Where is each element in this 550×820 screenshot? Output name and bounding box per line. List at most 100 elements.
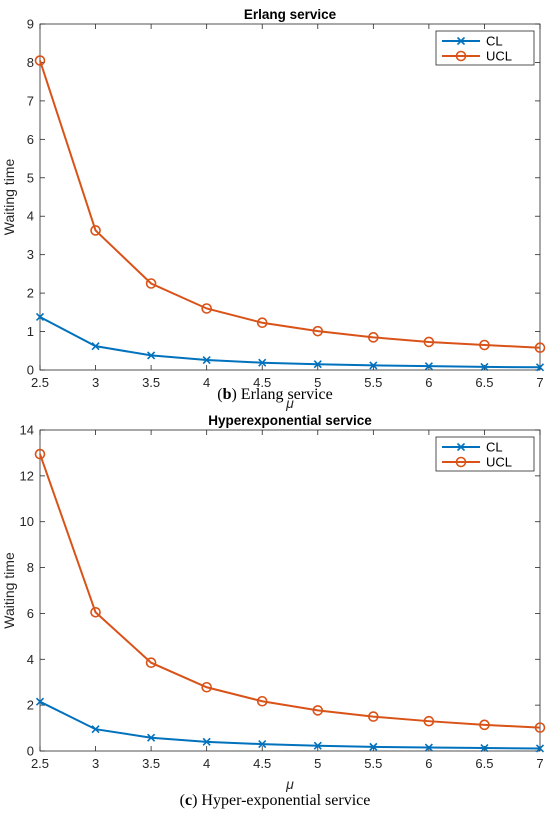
- chart-title: Hyperexponential service: [208, 413, 372, 428]
- y-tick-label: 7: [27, 93, 34, 108]
- marker-stroke: [424, 362, 433, 371]
- data-point-ucl: [201, 681, 212, 693]
- x-tick-label: 5.5: [364, 375, 382, 390]
- data-point-cl: [202, 355, 211, 365]
- data-point-ucl: [256, 317, 268, 329]
- legend-box: [435, 30, 535, 66]
- y-tick-label: 8: [27, 560, 34, 575]
- x-tick-label: 7: [536, 375, 543, 390]
- marker-stroke: [35, 312, 45, 322]
- x-tick-label: 5: [314, 756, 321, 771]
- marker-stroke: [313, 360, 322, 369]
- data-point-ucl: [368, 332, 379, 343]
- x-tick-label: 5: [314, 375, 321, 390]
- x-tick-label: 7: [536, 756, 543, 771]
- data-point-ucl: [534, 342, 546, 354]
- marker-stroke: [369, 742, 378, 751]
- marker-stroke: [369, 361, 378, 370]
- data-point-cl: [35, 312, 45, 322]
- data-point-ucl: [312, 705, 324, 716]
- data-point-ucl: [479, 339, 490, 351]
- data-point-ucl: [423, 336, 435, 348]
- x-tick-label: 4.5: [253, 375, 271, 390]
- x-tick-label: 6: [425, 756, 432, 771]
- marker-stroke: [535, 363, 545, 372]
- chart-title: Erlang service: [244, 7, 337, 22]
- data-point-ucl: [312, 325, 324, 337]
- legend-marker-cl: [456, 442, 466, 452]
- y-axis-label: Waiting time: [1, 159, 17, 236]
- marker-stroke: [202, 737, 211, 746]
- marker-stroke: [91, 725, 100, 734]
- x-tick-label: 2.5: [31, 375, 49, 390]
- y-tick-label: 2: [27, 286, 34, 301]
- data-point-cl: [258, 740, 267, 749]
- data-point-cl: [147, 733, 156, 742]
- x-tick-label: 6.5: [475, 375, 493, 390]
- data-point-cl: [535, 744, 545, 753]
- data-point-ucl: [90, 606, 101, 618]
- marker-stroke: [480, 743, 489, 753]
- data-point-ucl: [201, 303, 212, 314]
- legend-label-ucl: UCL: [486, 49, 512, 64]
- data-point-ucl: [423, 715, 435, 727]
- hyperexponential-chart-svg: 2.5 3 3.5 4 4.5 5 5.5 6 6.5 7 0 2 4 6 8 10 12 14 Hyperexpo…: [1, 413, 546, 792]
- data-point-cl: [369, 742, 378, 751]
- data-point-ucl: [145, 278, 157, 289]
- data-point-ucl: [145, 657, 157, 669]
- data-point-cl: [480, 362, 489, 371]
- y-tick-label: 6: [27, 132, 34, 147]
- y-tick-label: 1: [27, 324, 34, 339]
- data-point-cl: [202, 737, 211, 746]
- caption-text: Hyper-exponential service: [201, 792, 371, 809]
- series-line-cl: [39, 316, 541, 369]
- x-tick-label: 2.5: [31, 756, 49, 771]
- marker-stroke: [202, 355, 211, 365]
- chart-panel-erlang: 2.5 3 3.5 4 4.5 5 5.5 6 6.5 7 0 1 2 3 4 5 6 7 8 9 Erlang ser…: [1, 7, 546, 411]
- data-point-cl: [535, 363, 545, 372]
- plot-area: [39, 429, 541, 752]
- data-point-cl: [313, 741, 322, 750]
- y-tick-label: 5: [27, 170, 34, 185]
- data-point-ucl: [256, 695, 268, 707]
- series-line-ucl: [39, 453, 541, 729]
- data-point-cl: [91, 725, 100, 734]
- data-point-ucl: [368, 711, 379, 722]
- y-tick-label: 3: [27, 247, 34, 262]
- legend-marker-cl: [456, 36, 466, 46]
- chart-panel-hyperexponential: 2.5 3 3.5 4 4.5 5 5.5 6 6.5 7 0 2 4 6 8 10 12 14 Hyperexpo…: [0, 412, 550, 820]
- x-tick-label: 3: [92, 375, 99, 390]
- y-tick-label: 2: [27, 698, 34, 713]
- data-point-ucl: [34, 55, 46, 66]
- y-tick-label: 0: [27, 744, 34, 759]
- marker-stroke: [480, 362, 489, 371]
- marker-stroke: [258, 358, 267, 367]
- legend-marker-ucl: [455, 456, 467, 468]
- x-tick-label: 6: [425, 375, 432, 390]
- data-point-cl: [313, 360, 322, 369]
- x-tick-label: 6.5: [475, 756, 493, 771]
- erlang-chart-svg: 2.5 3 3.5 4 4.5 5 5.5 6 6.5 7 0 1 2 3 4 5 6 7 8 9 Erlang ser…: [1, 7, 546, 411]
- data-point-ucl: [534, 722, 546, 733]
- marker-stroke: [147, 733, 156, 742]
- x-tick-label: 4.5: [253, 756, 271, 771]
- y-tick-label: 9: [27, 17, 34, 32]
- caption-hyperexponential: (c) Hyper-exponential service: [179, 792, 371, 809]
- x-tick-label: 4: [203, 375, 210, 390]
- legend-label-cl: CL: [486, 440, 503, 455]
- x-tick-label: 3.5: [142, 756, 160, 771]
- x-axis-label: μ: [285, 776, 294, 792]
- caption-text: Erlang service: [240, 386, 333, 403]
- marker-stroke: [535, 744, 545, 753]
- caption-label: b: [222, 386, 232, 403]
- x-tick-label: 3: [92, 756, 99, 771]
- data-point-cl: [91, 342, 100, 351]
- y-tick-label: 0: [27, 363, 34, 378]
- x-tick-label: 3.5: [142, 375, 160, 390]
- y-tick-label: 4: [27, 652, 34, 667]
- x-axis-label: μ: [285, 395, 294, 411]
- legend-box: [435, 436, 535, 472]
- y-axis-label: Waiting time: [1, 552, 17, 629]
- y-tick-label: 12: [20, 468, 34, 483]
